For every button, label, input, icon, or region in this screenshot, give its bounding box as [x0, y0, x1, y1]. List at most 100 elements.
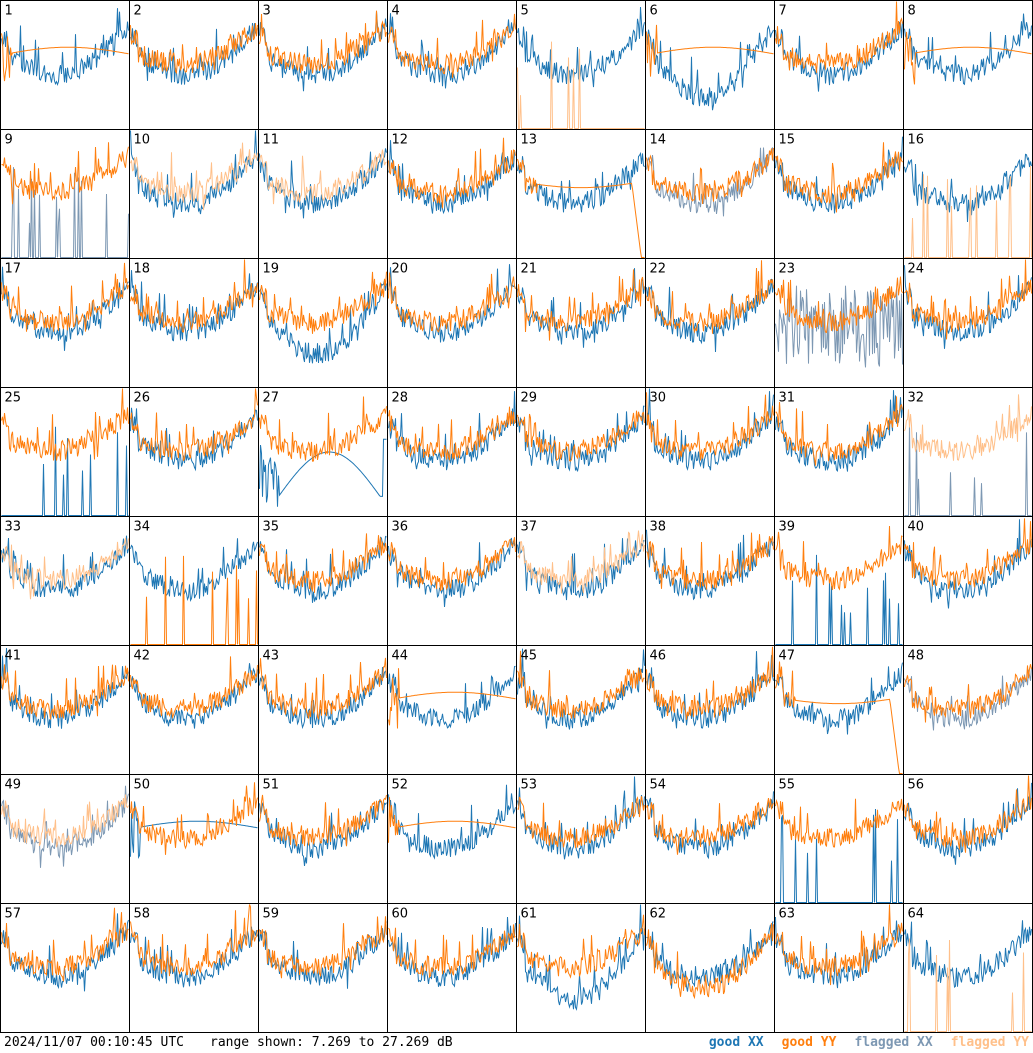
panel-32-label: 32	[908, 391, 925, 406]
panel-49: 49	[0, 774, 130, 904]
panel-37-xx-trace	[517, 538, 645, 601]
panel-2-xx-trace	[130, 22, 258, 85]
panel-33-label: 33	[5, 520, 22, 535]
panel-49-label: 49	[5, 778, 22, 793]
panel-39-xx-trace	[775, 554, 903, 645]
panel-60: 60	[387, 903, 517, 1033]
panel-37: 37	[516, 516, 646, 646]
panel-38-xx-trace	[646, 529, 774, 601]
panel-8-yy-trace	[904, 31, 1032, 85]
panel-19-xx-trace	[259, 280, 387, 364]
panel-48: 48	[903, 645, 1033, 775]
panel-55-label: 55	[779, 778, 796, 793]
panel-64-xx-trace	[904, 920, 1032, 989]
panel-8-label: 8	[908, 4, 916, 19]
panel-36: 36	[387, 516, 517, 646]
panel-15-label: 15	[779, 133, 796, 148]
panel-47-xx-trace	[775, 662, 903, 735]
panel-13: 13	[516, 129, 646, 259]
panel-35-label: 35	[263, 520, 280, 535]
panel-14: 14	[645, 129, 775, 259]
panel-9-yy-trace	[1, 142, 129, 205]
legend: good XX good YY flagged XX flagged YY	[709, 1033, 1029, 1053]
panel-29-yy-trace	[517, 410, 645, 462]
panel-20: 20	[387, 258, 517, 388]
panel-29: 29	[516, 387, 646, 517]
panel-20-label: 20	[392, 262, 409, 277]
panel-9-frame	[0, 129, 130, 259]
panel-55-frame	[774, 774, 904, 904]
panel-38-label: 38	[650, 520, 667, 535]
panel-25-label: 25	[5, 391, 22, 406]
panel-60-yy-trace	[388, 924, 516, 979]
panel-57-label: 57	[5, 907, 22, 922]
panel-34-yy-trace	[130, 555, 258, 645]
range-text: range shown: 7.269 to 27.269 dB	[210, 1035, 453, 1050]
panel-1-label: 1	[5, 4, 13, 19]
panel-45-frame	[516, 645, 646, 775]
panel-54: 54	[645, 774, 775, 904]
panel-45: 45	[516, 645, 646, 775]
panel-5-yy-trace	[517, 41, 645, 129]
panel-28: 28	[387, 387, 517, 517]
panel-39: 39	[774, 516, 904, 646]
panel-15-yy-trace	[775, 142, 903, 213]
panel-44-xx-trace	[388, 665, 516, 729]
panel-58-label: 58	[134, 907, 151, 922]
panel-6-xx-trace	[646, 24, 774, 111]
panel-18-xx-trace	[130, 270, 258, 342]
panel-8-xx-trace	[904, 13, 1032, 86]
panel-32: 32	[903, 387, 1033, 517]
panel-60-xx-trace	[388, 916, 516, 988]
panel-61: 61	[516, 903, 646, 1033]
panel-43-frame	[258, 645, 388, 775]
panel-63: 63	[774, 903, 904, 1033]
panel-17: 17	[0, 258, 130, 388]
panel-10-yy-trace	[130, 142, 258, 211]
panel-59-yy-trace	[259, 916, 387, 979]
panel-42: 42	[129, 645, 259, 775]
panel-61-label: 61	[521, 907, 538, 922]
panel-53-yy-trace	[517, 796, 645, 849]
panel-6-label: 6	[650, 4, 658, 19]
panel-18-yy-trace	[130, 259, 258, 333]
panel-14-xx-trace	[646, 147, 774, 217]
panel-26-frame	[129, 387, 259, 517]
panel-55-xx-trace	[775, 808, 903, 903]
panel-40-label: 40	[908, 520, 925, 535]
panel-26: 26	[129, 387, 259, 517]
panel-23-label: 23	[779, 262, 796, 277]
panel-52-yy-trace	[388, 797, 516, 843]
panel-51-label: 51	[263, 778, 280, 793]
legend-good-xx: good XX	[708, 1035, 764, 1050]
panel-21: 21	[516, 258, 646, 388]
panel-53-xx-trace	[517, 776, 645, 860]
panel-17-yy-trace	[1, 262, 129, 332]
panel-31-frame	[774, 387, 904, 517]
panel-6-frame	[645, 0, 775, 130]
panel-24-xx-trace	[904, 265, 1032, 349]
panel-38: 38	[645, 516, 775, 646]
panel-19-frame	[258, 258, 388, 388]
panel-34-label: 34	[134, 520, 151, 535]
panel-13-yy-trace	[517, 158, 645, 258]
panel-27: 27	[258, 387, 388, 517]
panel-36-label: 36	[392, 520, 409, 535]
panel-13-label: 13	[521, 133, 538, 148]
panel-14-label: 14	[650, 133, 667, 148]
panel-25-yy-trace	[1, 388, 129, 462]
panel-50-yy-trace	[130, 782, 258, 855]
panel-62: 62	[645, 903, 775, 1033]
panel-48-label: 48	[908, 649, 925, 664]
panel-64: 64	[903, 903, 1033, 1033]
panel-29-label: 29	[521, 391, 538, 406]
panel-17-xx-trace	[1, 266, 129, 351]
panel-5-label: 5	[521, 4, 529, 19]
panel-4-yy-trace	[388, 13, 516, 79]
panel-64-label: 64	[908, 907, 925, 922]
panel-30-label: 30	[650, 391, 667, 406]
panel-56: 56	[903, 774, 1033, 904]
panel-4-label: 4	[392, 4, 400, 19]
panel-8: 8	[903, 0, 1033, 130]
